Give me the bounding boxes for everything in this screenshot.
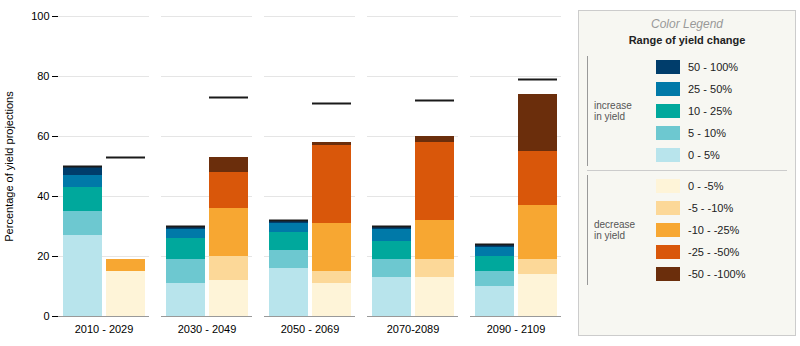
html-text:0 - 5%: 0 - 5% — [688, 149, 720, 161]
html-text:-25 - -50%: -25 - -50% — [688, 246, 740, 258]
svg-text:2050 - 2069: 2050 - 2069 — [281, 323, 340, 335]
html-text:decrease in yield: decrease in yield — [594, 219, 636, 241]
html-text:Color Legend: Color Legend — [651, 17, 723, 31]
svg-text:Percentage of yield projection: Percentage of yield projections — [3, 91, 15, 242]
svg-text:60: 60 — [37, 130, 49, 142]
html-text:10 - 25%: 10 - 25% — [688, 105, 732, 117]
svg-text:100: 100 — [31, 10, 49, 22]
svg-text:0: 0 — [43, 310, 49, 322]
svg-text:2030 - 2049: 2030 - 2049 — [178, 323, 237, 335]
svg-text:40: 40 — [37, 190, 49, 202]
svg-text:2090 - 2109: 2090 - 2109 — [487, 323, 546, 335]
html-text:50 - 100%: 50 - 100% — [688, 61, 739, 73]
svg-text:80: 80 — [37, 70, 49, 82]
svg-text:2070-2089: 2070-2089 — [387, 323, 440, 335]
html-text:-50 - -100%: -50 - -100% — [688, 268, 746, 280]
html-text:-10 - -25%: -10 - -25% — [688, 224, 740, 236]
html-text:5 - 10%: 5 - 10% — [688, 127, 726, 139]
html-text:increase in yield: increase in yield — [594, 100, 632, 122]
html-text:-5 - -10%: -5 - -10% — [688, 202, 734, 214]
html-text:0 - -5%: 0 - -5% — [688, 180, 724, 192]
html-text:Range of yield change: Range of yield change — [628, 34, 746, 46]
svg-text:20: 20 — [37, 250, 49, 262]
html-text:25 - 50%: 25 - 50% — [688, 83, 732, 95]
svg-text:2010 - 2029: 2010 - 2029 — [75, 323, 134, 335]
